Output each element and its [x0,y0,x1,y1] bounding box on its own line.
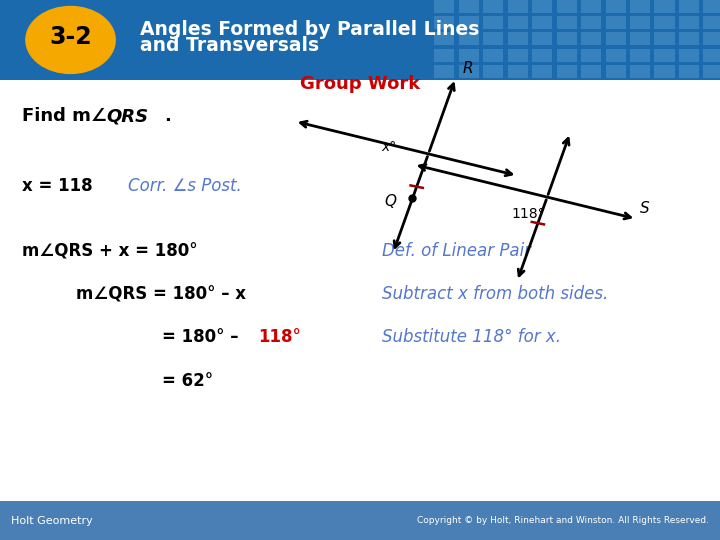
FancyBboxPatch shape [703,0,720,13]
FancyBboxPatch shape [606,0,626,13]
FancyBboxPatch shape [557,0,577,13]
FancyBboxPatch shape [557,32,577,45]
FancyBboxPatch shape [679,16,699,29]
FancyBboxPatch shape [434,32,454,45]
FancyBboxPatch shape [606,49,626,62]
FancyBboxPatch shape [630,65,650,78]
FancyBboxPatch shape [483,32,503,45]
FancyBboxPatch shape [508,65,528,78]
FancyBboxPatch shape [0,501,720,540]
FancyBboxPatch shape [703,49,720,62]
FancyBboxPatch shape [679,0,699,13]
FancyBboxPatch shape [581,0,601,13]
FancyBboxPatch shape [679,49,699,62]
FancyBboxPatch shape [630,32,650,45]
FancyBboxPatch shape [459,32,479,45]
FancyBboxPatch shape [630,0,650,13]
Text: Corr. ∠s Post.: Corr. ∠s Post. [128,177,242,195]
FancyBboxPatch shape [434,65,454,78]
Text: Find m∠: Find m∠ [22,107,107,125]
FancyBboxPatch shape [581,65,601,78]
FancyBboxPatch shape [557,49,577,62]
Text: x = 118: x = 118 [22,177,92,195]
Text: R: R [463,60,473,76]
FancyBboxPatch shape [483,49,503,62]
FancyBboxPatch shape [0,0,720,80]
Text: Angles Formed by Parallel Lines: Angles Formed by Parallel Lines [140,20,480,39]
FancyBboxPatch shape [459,65,479,78]
FancyBboxPatch shape [434,49,454,62]
FancyBboxPatch shape [508,16,528,29]
Text: .: . [164,107,171,125]
Text: Group Work: Group Work [300,75,420,93]
Text: Q: Q [384,194,397,208]
FancyBboxPatch shape [557,65,577,78]
FancyBboxPatch shape [581,49,601,62]
FancyBboxPatch shape [557,16,577,29]
Text: m∠QRS = 180° – x: m∠QRS = 180° – x [76,285,246,303]
FancyBboxPatch shape [532,32,552,45]
FancyBboxPatch shape [483,65,503,78]
Text: and Transversals: and Transversals [140,36,320,55]
Text: m∠QRS + x = 180°: m∠QRS + x = 180° [22,242,197,260]
FancyBboxPatch shape [459,49,479,62]
FancyBboxPatch shape [581,32,601,45]
FancyBboxPatch shape [606,65,626,78]
FancyBboxPatch shape [581,16,601,29]
Text: 118°: 118° [258,328,301,347]
Text: 3-2: 3-2 [49,25,92,49]
FancyBboxPatch shape [532,49,552,62]
Text: Substitute 118° for x.: Substitute 118° for x. [382,328,561,347]
Text: S: S [640,201,649,216]
FancyBboxPatch shape [532,65,552,78]
FancyBboxPatch shape [459,16,479,29]
Circle shape [26,6,115,73]
FancyBboxPatch shape [532,0,552,13]
FancyBboxPatch shape [703,65,720,78]
FancyBboxPatch shape [630,49,650,62]
FancyBboxPatch shape [508,49,528,62]
Text: Holt Geometry: Holt Geometry [11,516,93,525]
FancyBboxPatch shape [532,16,552,29]
FancyBboxPatch shape [459,0,479,13]
FancyBboxPatch shape [606,16,626,29]
FancyBboxPatch shape [434,0,454,13]
Text: 118°: 118° [511,207,545,221]
FancyBboxPatch shape [483,0,503,13]
FancyBboxPatch shape [703,16,720,29]
FancyBboxPatch shape [654,16,675,29]
Text: x°: x° [381,140,397,154]
Text: Def. of Linear Pair: Def. of Linear Pair [382,242,531,260]
FancyBboxPatch shape [606,32,626,45]
FancyBboxPatch shape [654,65,675,78]
FancyBboxPatch shape [654,0,675,13]
FancyBboxPatch shape [679,32,699,45]
FancyBboxPatch shape [483,16,503,29]
Text: Subtract x from both sides.: Subtract x from both sides. [382,285,608,303]
FancyBboxPatch shape [434,16,454,29]
FancyBboxPatch shape [508,0,528,13]
FancyBboxPatch shape [703,32,720,45]
Text: = 180° –: = 180° – [162,328,244,347]
Text: QRS: QRS [107,107,149,125]
FancyBboxPatch shape [508,32,528,45]
Text: Copyright © by Holt, Rinehart and Winston. All Rights Reserved.: Copyright © by Holt, Rinehart and Winsto… [417,516,709,525]
FancyBboxPatch shape [630,16,650,29]
FancyBboxPatch shape [654,32,675,45]
Text: = 62°: = 62° [162,372,213,390]
FancyBboxPatch shape [679,65,699,78]
FancyBboxPatch shape [654,49,675,62]
